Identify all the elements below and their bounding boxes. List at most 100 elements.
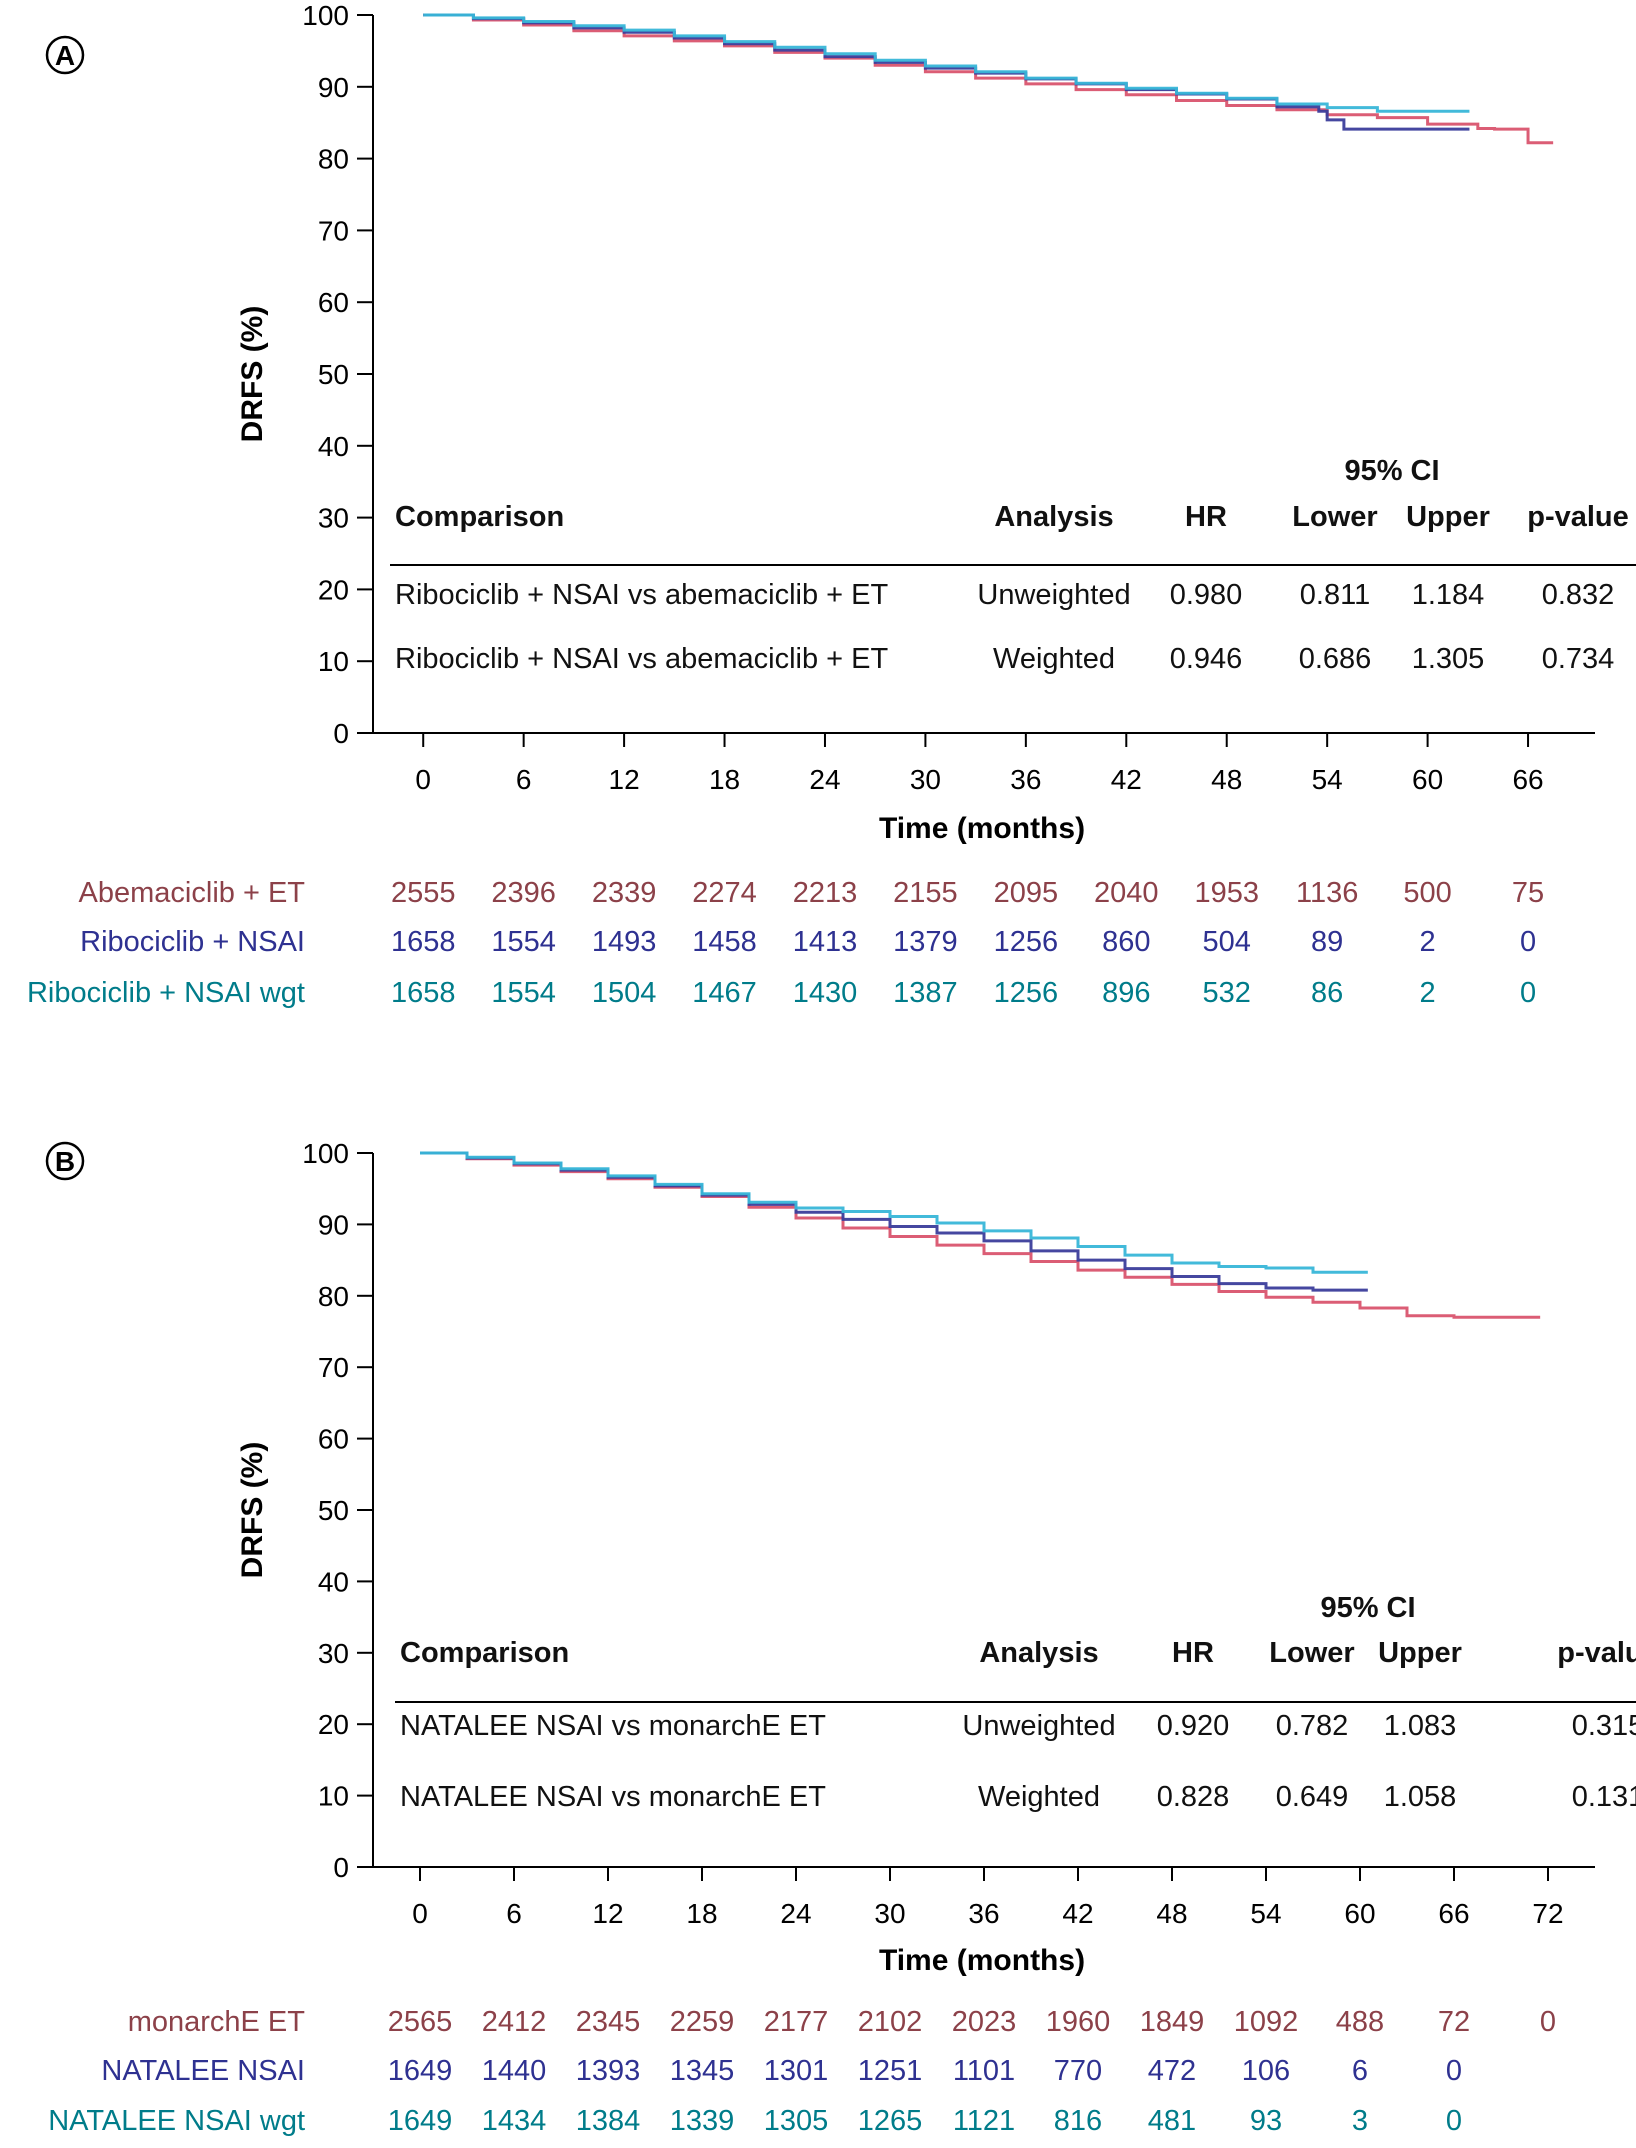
table-cell: 0.734 (1542, 643, 1615, 675)
at-risk-value: 2259 (670, 2006, 735, 2038)
y-tick-label: 80 (318, 144, 349, 175)
ci-header: 95% CI (1320, 1592, 1415, 1624)
table-cell: NATALEE NSAI vs monarchE ET (400, 1781, 826, 1813)
x-tick-label: 54 (1312, 764, 1343, 795)
at-risk-value: 504 (1203, 926, 1251, 958)
at-risk-value: 2023 (952, 2006, 1017, 2038)
at-risk-value: 481 (1148, 2105, 1196, 2137)
x-tick-label: 66 (1438, 1898, 1469, 1929)
at-risk-value: 896 (1102, 977, 1150, 1009)
panel-label-circle (45, 1141, 85, 1181)
y-tick-label: 20 (318, 1709, 349, 1740)
table-cell: Ribociclib + NSAI vs abemaciclib + ET (395, 643, 888, 675)
table-cell: Unweighted (962, 1710, 1115, 1742)
x-tick-label: 42 (1062, 1898, 1093, 1929)
at-risk-value: 770 (1054, 2055, 1102, 2087)
table-header-cell: HR (1172, 1637, 1214, 1669)
x-axis-label: Time (months) (879, 812, 1085, 845)
at-risk-value: 89 (1311, 926, 1343, 958)
table-header-cell: Upper (1378, 1637, 1462, 1669)
y-tick-label: 100 (302, 0, 349, 31)
table-cell: 1.305 (1412, 643, 1485, 675)
y-tick-label: 40 (318, 431, 349, 462)
panel-label: B (45, 1141, 85, 1181)
x-tick-label: 48 (1156, 1898, 1187, 1929)
at-risk-value: 1658 (391, 977, 456, 1009)
table-cell: 0.832 (1542, 579, 1615, 611)
y-tick-label: 20 (318, 574, 349, 605)
at-risk-value: 0 (1446, 2055, 1462, 2087)
at-risk-row-label: Ribociclib + NSAI wgt (27, 977, 305, 1009)
series-line-2 (420, 1151, 1368, 1292)
table-header-cell: p-value (1557, 1637, 1636, 1669)
at-risk-value: 1256 (994, 977, 1059, 1009)
y-tick-label: 60 (318, 287, 349, 318)
series-line-3 (420, 1151, 1368, 1274)
y-tick-label: 50 (318, 359, 349, 390)
y-tick-label: 0 (333, 1852, 349, 1883)
panel-label-text: A (55, 40, 75, 71)
at-risk-value: 1467 (692, 977, 757, 1009)
x-tick-label: 72 (1532, 1898, 1563, 1929)
at-risk-value: 1413 (793, 926, 858, 958)
at-risk-value: 1430 (793, 977, 858, 1009)
at-risk-value: 0 (1520, 977, 1536, 1009)
table-header-cell: HR (1185, 501, 1227, 533)
table-cell: 0.686 (1299, 643, 1372, 675)
x-tick-label: 36 (968, 1898, 999, 1929)
at-risk-row-label: NATALEE NSAI (101, 2055, 305, 2087)
y-tick-label: 0 (333, 718, 349, 749)
y-tick-label: 30 (318, 1638, 349, 1669)
at-risk-value: 2 (1420, 977, 1436, 1009)
at-risk-value: 1345 (670, 2055, 735, 2087)
x-tick-label: 54 (1250, 1898, 1281, 1929)
at-risk-value: 1434 (482, 2105, 547, 2137)
at-risk-value: 1265 (858, 2105, 923, 2137)
at-risk-value: 1092 (1234, 2006, 1299, 2038)
at-risk-value: 1301 (764, 2055, 829, 2087)
x-tick-label: 24 (809, 764, 840, 795)
table-header-cell: p-value (1527, 501, 1629, 533)
at-risk-value: 860 (1102, 926, 1150, 958)
at-risk-value: 2274 (692, 877, 757, 909)
at-risk-table: Abemaciclib + ET 2555 2396 2339 2274 2213 2155… (27, 877, 1544, 1009)
at-risk-table: monarchE ET 2565 2412 2345 2259 2177 2102 2023 1… (48, 2006, 1556, 2137)
x-tick-label: 60 (1412, 764, 1443, 795)
at-risk-row-label: Ribociclib + NSAI (80, 926, 305, 958)
y-axis-label: DRFS (%) (236, 306, 269, 443)
x-tick-label: 48 (1211, 764, 1242, 795)
at-risk-value: 1440 (482, 2055, 547, 2087)
at-risk-value: 3 (1352, 2105, 1368, 2137)
at-risk-value: 0 (1540, 2006, 1556, 2038)
at-risk-value: 2 (1420, 926, 1436, 958)
at-risk-value: 1849 (1140, 2006, 1205, 2038)
at-risk-value: 1379 (893, 926, 958, 958)
at-risk-value: 2213 (793, 877, 858, 909)
at-risk-value: 86 (1311, 977, 1343, 1009)
x-tick-label: 42 (1111, 764, 1142, 795)
at-risk-value: 1458 (692, 926, 757, 958)
at-risk-value: 1121 (953, 2105, 1015, 2137)
y-axis-label: DRFS (%) (236, 1442, 269, 1579)
x-tick-label: 12 (609, 764, 640, 795)
y-tick-label: 90 (318, 72, 349, 103)
x-tick-label: 18 (709, 764, 740, 795)
at-risk-value: 2412 (482, 2006, 547, 2038)
x-tick-label: 6 (516, 764, 532, 795)
at-risk-value: 2177 (764, 2006, 829, 2038)
at-risk-value: 1554 (491, 977, 556, 1009)
at-risk-value: 2555 (391, 877, 456, 909)
y-tick-label: 70 (318, 1352, 349, 1383)
at-risk-value: 106 (1242, 2055, 1290, 2087)
table-cell: 0.782 (1276, 1710, 1349, 1742)
at-risk-value: 1339 (670, 2105, 735, 2137)
x-tick-label: 24 (780, 1898, 811, 1929)
at-risk-value: 1953 (1194, 877, 1259, 909)
y-tick-label: 70 (318, 215, 349, 246)
at-risk-value: 0 (1446, 2105, 1462, 2137)
panel-label-circle (45, 35, 85, 75)
y-tick-label: 50 (318, 1495, 349, 1526)
at-risk-value: 1649 (388, 2105, 453, 2137)
y-tick-label: 10 (318, 1781, 349, 1812)
